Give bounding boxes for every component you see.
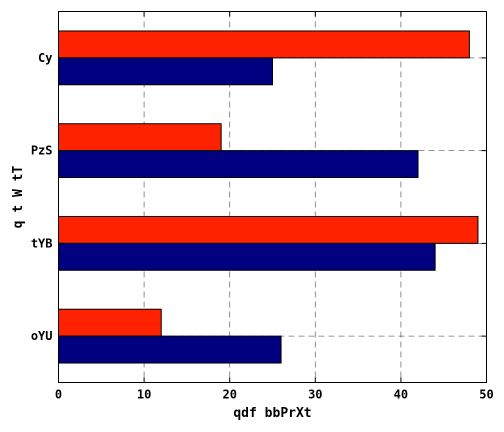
- x-tick-label: 0: [55, 388, 62, 402]
- y-tick-label: Cy: [38, 51, 52, 65]
- x-tick-label: 20: [222, 388, 236, 402]
- x-tick-label: 30: [308, 388, 322, 402]
- y-tick-label: PzS: [31, 144, 53, 158]
- bar-series-2-tYB: [59, 243, 436, 270]
- y-axis-label: q t W tT: [11, 166, 26, 229]
- bar-series-1-PzS: [59, 124, 222, 151]
- y-tick-label: tYB: [31, 236, 53, 250]
- bar-series-2-PzS: [59, 151, 419, 178]
- bar-series-1-Cy: [59, 31, 470, 58]
- bar-series-2-Cy: [59, 58, 273, 85]
- bar-series-1-oYU: [59, 309, 162, 336]
- bars: [59, 31, 478, 363]
- x-tick-label: 40: [394, 388, 408, 402]
- x-tick-label: 50: [479, 388, 493, 402]
- x-axis-label: qdf bbPrXt: [233, 406, 311, 421]
- bar-series-2-oYU: [59, 336, 282, 363]
- bar-series-1-tYB: [59, 216, 478, 243]
- y-tick-label: oYU: [31, 329, 53, 343]
- x-tick-label: 10: [137, 388, 151, 402]
